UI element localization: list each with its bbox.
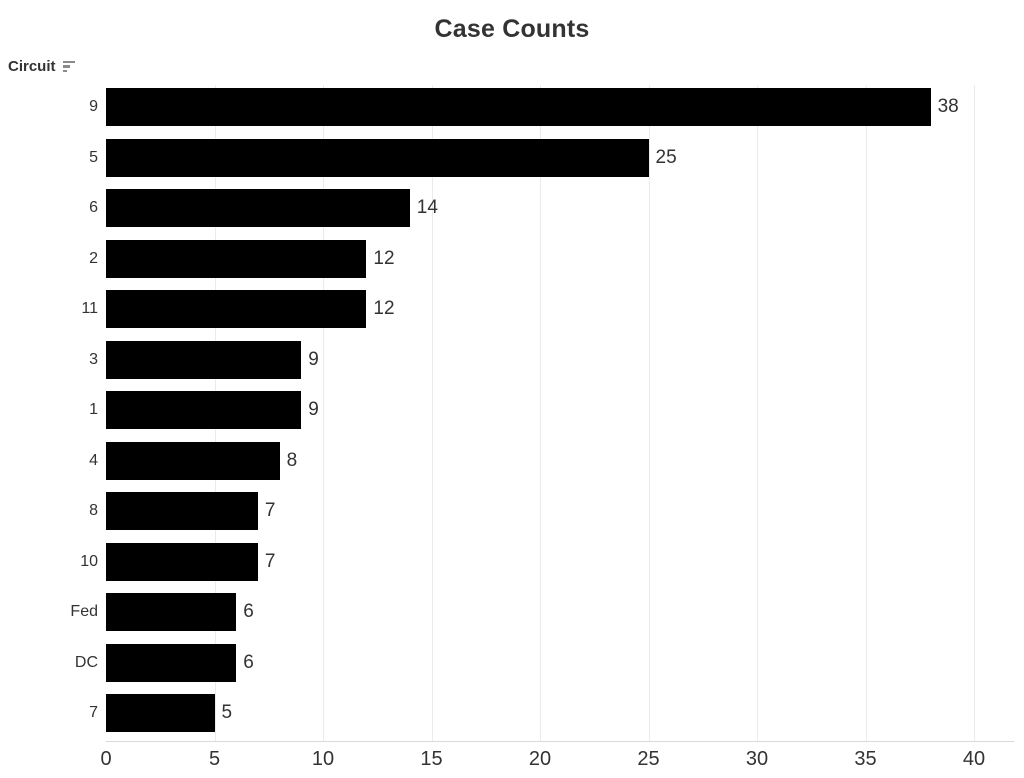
- value-label: 7: [264, 550, 276, 572]
- category-label[interactable]: Fed: [70, 603, 98, 620]
- bar[interactable]: [106, 593, 237, 631]
- value-label: 25: [655, 146, 677, 168]
- bar[interactable]: [106, 290, 367, 328]
- bar-row: DC 6: [0, 643, 1024, 682]
- category-label[interactable]: 5: [89, 148, 98, 166]
- bar[interactable]: [106, 492, 258, 530]
- x-tick-label: 0: [100, 748, 112, 770]
- bar[interactable]: [106, 239, 367, 278]
- category-label[interactable]: 6: [89, 199, 98, 216]
- value-label: 14: [416, 197, 438, 218]
- bar[interactable]: [106, 694, 215, 732]
- x-tick-label: 10: [311, 748, 335, 770]
- category-label[interactable]: 10: [80, 552, 98, 570]
- x-tick-label: 30: [745, 748, 769, 770]
- category-label[interactable]: 9: [89, 98, 98, 115]
- x-axis: 0 5 10 15 20 25 30 35 40: [0, 748, 1024, 778]
- gridline: [540, 85, 541, 741]
- bar[interactable]: [106, 441, 280, 480]
- bar-row: 9 38: [0, 88, 1024, 126]
- value-label: 9: [308, 399, 319, 420]
- gridline: [974, 85, 975, 741]
- bar-row: Fed 6: [0, 593, 1024, 631]
- plot-area: 9 38 5 25 6 14 2 12 11 12 3 9 1 9 4 8 8 7 10 7 Fed 6 DC 6 7 5: [0, 85, 1024, 743]
- bar[interactable]: [106, 138, 649, 177]
- bar[interactable]: [106, 189, 410, 227]
- value-label: 12: [373, 298, 395, 319]
- bar[interactable]: [106, 340, 302, 379]
- circuit-field-label: Circuit: [8, 58, 56, 75]
- category-label[interactable]: 1: [89, 401, 98, 418]
- bar-row: 2 12: [0, 239, 1024, 278]
- chart-title: Case Counts: [434, 15, 590, 43]
- bar[interactable]: [106, 88, 931, 126]
- value-label: 6: [243, 601, 254, 622]
- bar[interactable]: [106, 643, 237, 682]
- sort-descending-icon[interactable]: [62, 60, 76, 73]
- category-label[interactable]: 4: [89, 451, 98, 469]
- category-label[interactable]: 11: [81, 300, 98, 317]
- value-label: 5: [221, 702, 233, 723]
- value-label: 9: [308, 348, 319, 370]
- x-axis-line: [106, 741, 1014, 742]
- value-label: 6: [243, 651, 254, 673]
- category-label[interactable]: DC: [74, 653, 98, 671]
- x-tick-label: 40: [962, 748, 986, 770]
- x-tick-label: 20: [528, 748, 552, 770]
- gridline: [757, 85, 758, 741]
- value-label: 12: [373, 247, 395, 269]
- bar-row: 6 14: [0, 189, 1024, 227]
- category-label[interactable]: 7: [89, 704, 98, 721]
- bar[interactable]: [106, 542, 258, 581]
- bar-row: 10 7: [0, 542, 1024, 581]
- x-tick-label: 25: [637, 748, 660, 770]
- gridline: [323, 85, 324, 741]
- category-label[interactable]: 3: [89, 350, 98, 368]
- category-label[interactable]: 8: [89, 502, 98, 519]
- x-tick-label: 15: [420, 748, 443, 770]
- bar[interactable]: [106, 391, 302, 429]
- bar-row: 11 12: [0, 290, 1024, 328]
- circuit-field-header[interactable]: Circuit: [8, 58, 76, 75]
- value-label: 7: [264, 500, 276, 521]
- x-tick-label: 35: [854, 748, 877, 770]
- gridline: [865, 85, 867, 741]
- value-label: 38: [937, 96, 959, 117]
- x-tick-label: 5: [208, 748, 221, 770]
- category-label[interactable]: 2: [89, 249, 98, 267]
- value-label: 8: [286, 449, 298, 471]
- bar-row: 5 25: [0, 138, 1024, 177]
- gridline: [431, 85, 433, 741]
- gridline: [648, 85, 650, 741]
